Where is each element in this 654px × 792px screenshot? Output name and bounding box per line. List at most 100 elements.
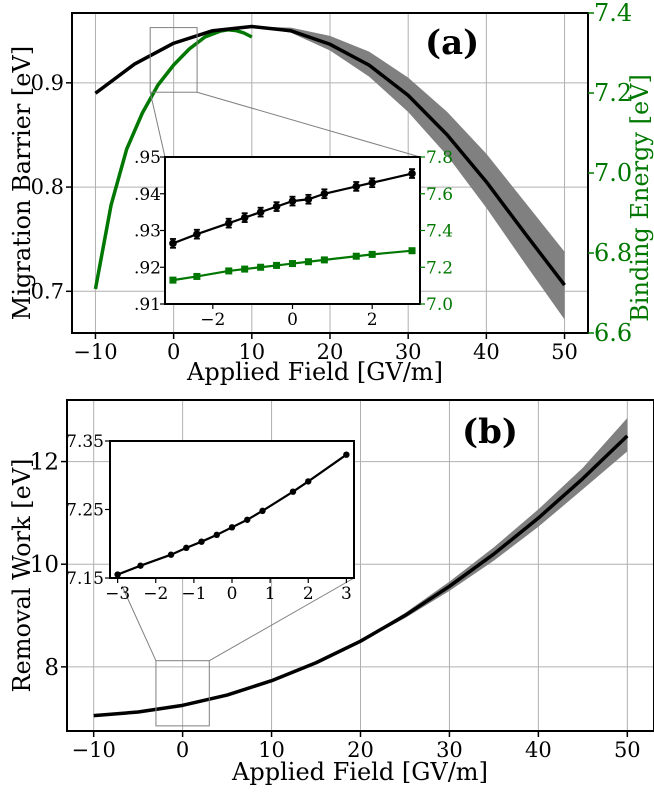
a-y-axis-label: Migration Barrier [eV] — [8, 46, 36, 320]
a-x-tick-label: 40 — [473, 340, 500, 364]
a-x-axis-label: Applied Field [GV/m] — [186, 358, 443, 386]
a-zoom-connector — [149, 92, 166, 158]
b-inset-marker — [183, 544, 190, 552]
a-y-tick-label: 0.8 — [31, 175, 64, 199]
a-inset-ticks: −2 0 2 .91 .92 .93 .94 .95 7.0 7.2 7.4 7.6 7.8 — [134, 148, 453, 330]
a-inset-green-marker — [408, 247, 416, 255]
b-inset-x-tick-label: 2 — [303, 584, 314, 604]
b-inset-ticks: −3 −2 −1 0 1 2 3 7.15 7.25 7.35 — [66, 432, 352, 604]
a-inset-y2-tick-label: 7.8 — [426, 148, 453, 168]
a-migration-barrier-line — [94, 24, 566, 287]
b-x-tick-label: 20 — [347, 738, 374, 762]
b-inset-x-tick-label: −1 — [181, 584, 206, 604]
b-inset-marker — [228, 524, 236, 531]
a-inset-y-tick-label: .92 — [134, 258, 161, 278]
a-inset-black-marker — [256, 208, 265, 216]
b-inset-marker — [167, 551, 175, 558]
b-inset-marker — [198, 538, 205, 545]
b-inset-y-tick-label: 7.35 — [66, 432, 104, 452]
a-inset-y2-tick-label: 7.6 — [426, 185, 453, 205]
a-y-tick-label: 0.7 — [31, 279, 64, 303]
b-inset-marker — [259, 507, 266, 515]
a-inset-green-marker — [304, 258, 312, 266]
b-inset-x-tick-label: −3 — [105, 584, 130, 604]
b-inset-x-tick-label: −2 — [143, 584, 168, 604]
a-inset-black-marker — [272, 202, 281, 211]
a-inset-y-tick-label: .93 — [134, 222, 161, 242]
a-inset-black-marker — [320, 189, 329, 198]
panel-a: −10 0 10 20 30 40 500.70.80.96.66.87.07.27.4 (… — [8, 0, 654, 386]
a-inset-y2-tick-label: 7.4 — [426, 222, 453, 242]
b-inset-marker — [343, 451, 350, 458]
b-x-tick-label: 50 — [614, 738, 641, 762]
a-uncertainty-band — [95, 26, 565, 320]
b-y-tick-label: 8 — [44, 655, 59, 681]
a-x-tick-label: 20 — [317, 340, 344, 364]
a-inset-y-tick-label: .95 — [134, 148, 161, 168]
a-zoom-box — [149, 27, 198, 93]
a-inset-green-marker — [352, 252, 360, 260]
a-inset-black-marker — [408, 169, 416, 178]
a-zoom-connector — [196, 91, 421, 158]
a-inset-black-marker — [193, 230, 201, 238]
a-inset-black-marker — [368, 178, 376, 187]
a-inset-green-marker — [289, 260, 296, 268]
b-x-tick-label: 40 — [525, 738, 552, 762]
a-inset-background — [165, 157, 420, 304]
a-inset-y2-tick-label: 7.0 — [426, 295, 453, 315]
a-x-tick-label: 10 — [238, 340, 265, 364]
a-y2-tick-label: 6.6 — [594, 319, 632, 347]
a-inset-x-tick-label: 0 — [287, 310, 298, 330]
a-inset-green-marker — [368, 250, 376, 258]
b-inset-background — [110, 441, 354, 578]
b-lines-layer — [93, 434, 629, 718]
b-inset-marker — [244, 516, 251, 523]
b-x-tick-label: 30 — [436, 738, 463, 762]
b-inset-marker — [213, 531, 220, 539]
a-ticks: −10 0 10 20 30 40 500.70.80.96.66.87.07.27.4 — [31, 0, 633, 364]
a-inset-black-marker — [304, 195, 313, 204]
b-inset: −3 −2 −1 0 1 2 3 7.15 7.25 7.35 — [66, 432, 355, 604]
a-x-tick-label: 50 — [551, 340, 578, 364]
a-binding-energy-line — [93, 28, 253, 290]
a-inset-black-marker — [352, 182, 361, 191]
b-inset-x-tick-label: 3 — [341, 584, 352, 604]
a-inset-marks — [169, 168, 416, 284]
b-x-tick-label: 10 — [258, 738, 285, 762]
b-inset-marker — [305, 478, 312, 485]
a-inset-x-tick-label: −2 — [200, 310, 225, 330]
b-inset-marks — [114, 451, 350, 578]
a-inset-green-marker — [273, 261, 281, 269]
a-inset-black-marker — [288, 197, 297, 205]
b-inset-marker — [114, 571, 121, 578]
b-y-axis-label: Removal Work [eV] — [8, 458, 36, 692]
a-panel-label: (a) — [425, 23, 479, 63]
a-y2-tick-label: 7.2 — [594, 79, 632, 107]
a-y2-tick-label: 6.8 — [594, 239, 632, 267]
b-ticks: −10 0 10 20 30 40 50 8 10 12 — [30, 450, 641, 762]
a-inset-green-marker — [169, 276, 177, 284]
a-inset-black-marker — [240, 213, 249, 222]
a-inset-black-marker — [169, 239, 177, 248]
a-inset-green-marker — [257, 263, 265, 271]
b-y-tick-label: 10 — [30, 552, 59, 578]
a-y2-tick-label: 7.4 — [594, 0, 632, 27]
a-y2-axis-label: Binding Energy [eV] — [626, 74, 654, 322]
b-inset-y-tick-label: 7.25 — [66, 501, 104, 521]
a-y2-tick-label: 7.0 — [594, 159, 632, 187]
b-removal-work-line — [93, 434, 629, 718]
a-inset-green-marker — [241, 265, 249, 273]
b-zoom-layer — [121, 577, 355, 727]
b-x-tick-label: −10 — [72, 738, 116, 762]
b-y-tick-label: 12 — [30, 450, 59, 476]
b-inset-x-tick-label: 0 — [227, 584, 238, 604]
b-x-axis-label: Applied Field [GV/m] — [231, 758, 488, 786]
a-band-layer — [95, 26, 565, 320]
a-inset: −2 0 2 .91 .92 .93 .94 .95 7.0 7.2 7.4 7.6 7.8 — [134, 148, 453, 330]
a-x-tick-label: −10 — [73, 340, 117, 364]
a-inset-black-marker — [224, 219, 233, 227]
a-inset-y2-tick-label: 7.2 — [426, 258, 453, 278]
a-lines-layer — [93, 24, 566, 290]
b-inset-marker — [137, 562, 144, 569]
